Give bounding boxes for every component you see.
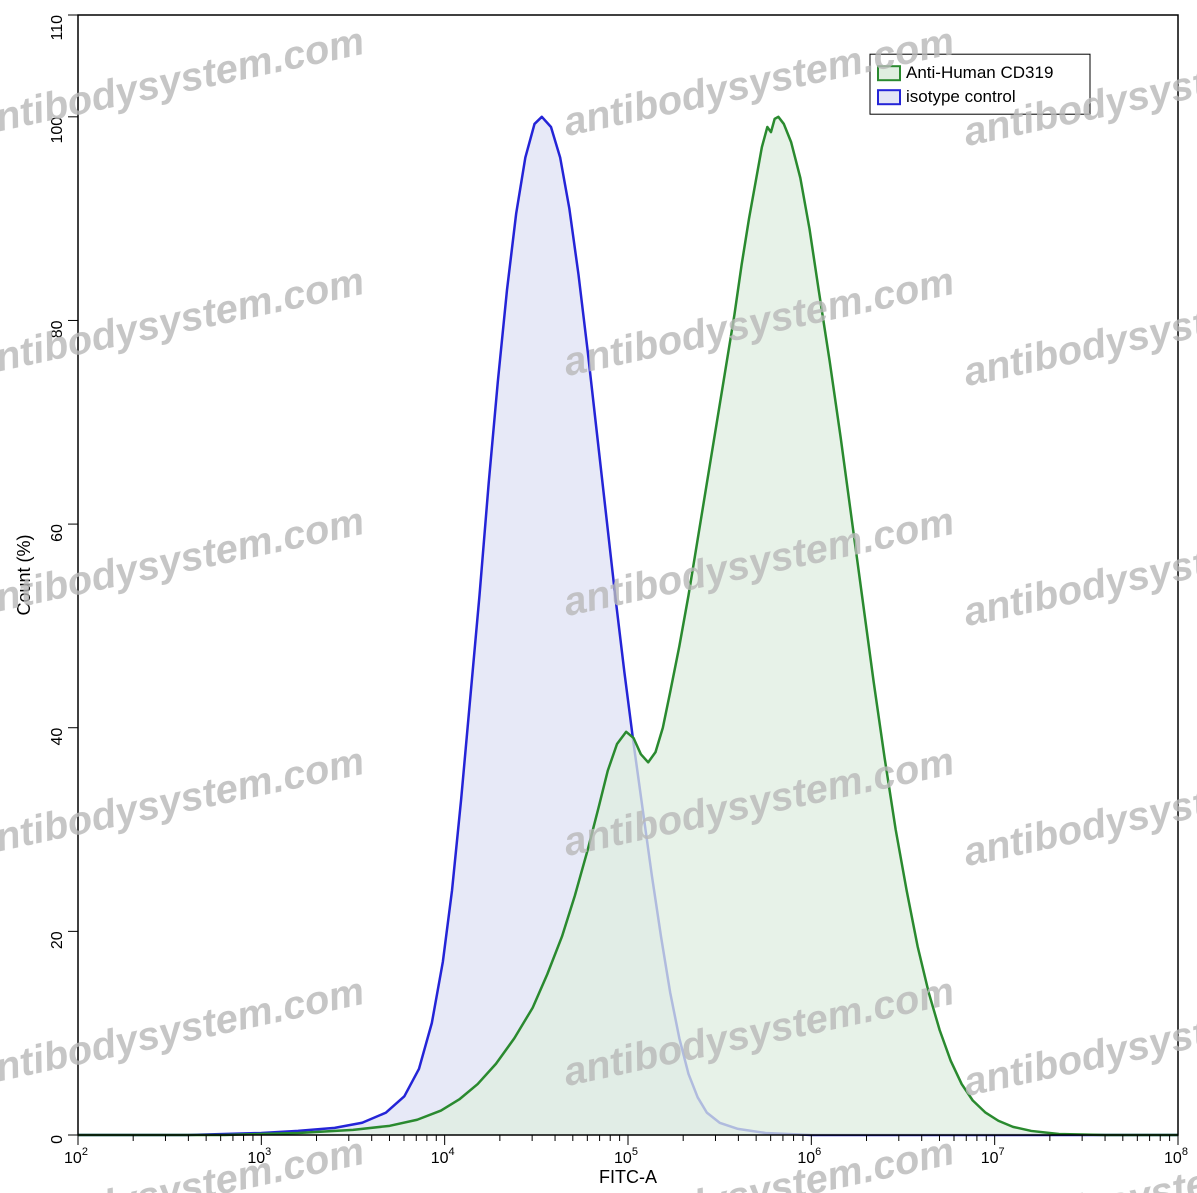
y-tick-label: 100 (49, 117, 66, 144)
y-tick-label: 20 (49, 931, 66, 949)
x-tick-label: 107 (981, 1146, 1005, 1167)
x-tick-label: 104 (431, 1146, 455, 1167)
y-axis-label: Count (%) (14, 534, 34, 615)
legend-swatch (878, 90, 900, 104)
x-tick-label: 108 (1164, 1146, 1188, 1167)
legend-label: Anti-Human CD319 (906, 63, 1053, 82)
x-tick-label: 106 (797, 1146, 821, 1167)
x-tick-label: 105 (614, 1146, 638, 1167)
y-tick-label: 80 (49, 320, 66, 338)
y-tick-label: 0 (49, 1135, 66, 1144)
legend-label: isotype control (906, 87, 1016, 106)
x-tick-label: 102 (64, 1146, 88, 1167)
x-axis-label: FITC-A (599, 1167, 657, 1187)
y-tick-label: 110 (49, 15, 66, 41)
y-tick-label: 60 (49, 524, 66, 542)
legend-swatch (878, 66, 900, 80)
x-tick-label: 103 (247, 1146, 271, 1167)
series-fill-1 (78, 117, 1178, 1135)
y-tick-label: 40 (49, 728, 66, 746)
flow-histogram-chart: 102 103 104 105 106 107 108 FITC-A 0 20 40 60 80 100 1… (0, 0, 1197, 1193)
